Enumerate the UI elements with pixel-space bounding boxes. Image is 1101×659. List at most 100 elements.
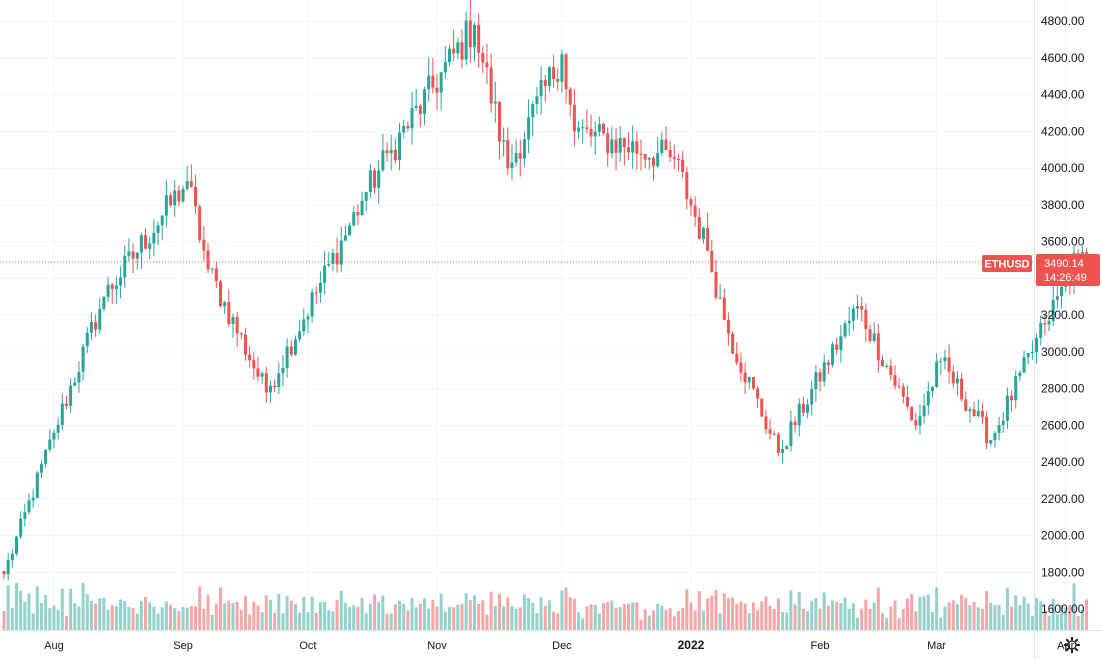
candle-body [119, 277, 123, 286]
volume-bar [119, 599, 123, 630]
candle-body [960, 378, 964, 400]
volume-bar [447, 607, 451, 630]
candle-body [123, 255, 127, 278]
candle-body [964, 399, 968, 411]
candle-body [60, 403, 64, 425]
volume-bar [639, 619, 643, 630]
candle-body [697, 217, 701, 239]
volume-bar [701, 610, 705, 630]
volume-bar [1064, 607, 1068, 630]
volume-bar [772, 609, 776, 630]
candle-body [901, 386, 905, 397]
volume-bar [443, 611, 447, 630]
candle-body [339, 240, 343, 265]
volume-bar [572, 598, 576, 630]
candle-body [851, 308, 855, 321]
candle-body [273, 385, 277, 388]
volume-bar [910, 593, 914, 630]
candle-body [618, 138, 622, 153]
candle-body [518, 153, 522, 159]
candle-body [64, 403, 68, 406]
time-axis[interactable]: AugSepOctNovDec2022FebMarApr [44, 638, 1074, 652]
candle-body [256, 368, 260, 377]
candle-body [547, 67, 551, 86]
candle-body [81, 346, 85, 372]
candle-body [335, 253, 339, 265]
volume-bar [106, 609, 110, 630]
candle-body [768, 429, 772, 434]
candle-body [806, 404, 810, 413]
volume-bar [402, 603, 406, 630]
volume-bar [310, 596, 314, 630]
candle-body [681, 159, 685, 173]
volume-bar [664, 610, 668, 630]
candle-body [1022, 357, 1026, 373]
candle-body [893, 375, 897, 386]
volume-bar [560, 590, 564, 630]
y-tick-label: 3000.00 [1041, 345, 1085, 359]
volume-bar [273, 612, 277, 630]
candle-body [872, 333, 876, 341]
candle-body [227, 302, 231, 325]
candle-body [776, 434, 780, 454]
candle-body [930, 386, 934, 392]
volume-bar [647, 615, 651, 630]
volume-bar [839, 603, 843, 630]
volume-bar [302, 597, 306, 630]
volume-bar [1022, 596, 1026, 630]
candle-body [343, 235, 347, 241]
candle-body [685, 172, 689, 200]
candle-body [756, 388, 760, 399]
candle-body [814, 372, 818, 390]
gear-icon[interactable] [1063, 636, 1081, 654]
volume-bar [797, 591, 801, 630]
volume-bar [185, 607, 189, 630]
candle-body [935, 361, 939, 387]
candle-body [656, 152, 660, 167]
volume-bar [377, 601, 381, 630]
candle-body [918, 416, 922, 426]
volume-bar [835, 601, 839, 630]
candle-body [1035, 337, 1039, 352]
volume-bar [31, 613, 35, 630]
candle-body [160, 215, 164, 226]
volume-bar [631, 602, 635, 630]
volume-bar [123, 600, 127, 630]
candle-body [993, 433, 997, 441]
volume-bar [148, 602, 152, 630]
volume-bar [48, 608, 52, 630]
volume-bar [543, 605, 547, 630]
volume-bar [930, 612, 934, 630]
volume-bar [581, 618, 585, 630]
volume-bar [731, 597, 735, 630]
volume-bar [1001, 614, 1005, 630]
candle-body [414, 105, 418, 108]
volume-bar [497, 593, 501, 630]
volume-bar [77, 606, 81, 630]
volume-bar [323, 601, 327, 630]
price-axis[interactable]: 4800.00 4600.00 4400.00 4200.00 4000.00 3800.… [1041, 14, 1085, 616]
candle-body [531, 104, 535, 118]
candle-body [693, 205, 697, 218]
candle-body [968, 409, 972, 411]
candle-body [410, 107, 414, 129]
candle-body [285, 346, 289, 368]
candle-body [106, 284, 110, 297]
candle-body [818, 372, 822, 382]
candle-body [980, 410, 984, 417]
candle-body [868, 329, 872, 341]
candle-body [506, 139, 510, 169]
volume-bar [256, 605, 260, 630]
y-tick-label: 1600.00 [1041, 602, 1085, 616]
volume-bar [368, 603, 372, 630]
y-tick-label: 3600.00 [1041, 235, 1085, 249]
volume-bar [843, 597, 847, 630]
volume-bar [993, 604, 997, 630]
volume-bar [876, 587, 880, 630]
candle-body [543, 80, 547, 86]
candle-body [976, 410, 980, 417]
candle-body [772, 433, 776, 435]
candle-body [597, 123, 601, 132]
candle-body [614, 139, 618, 153]
